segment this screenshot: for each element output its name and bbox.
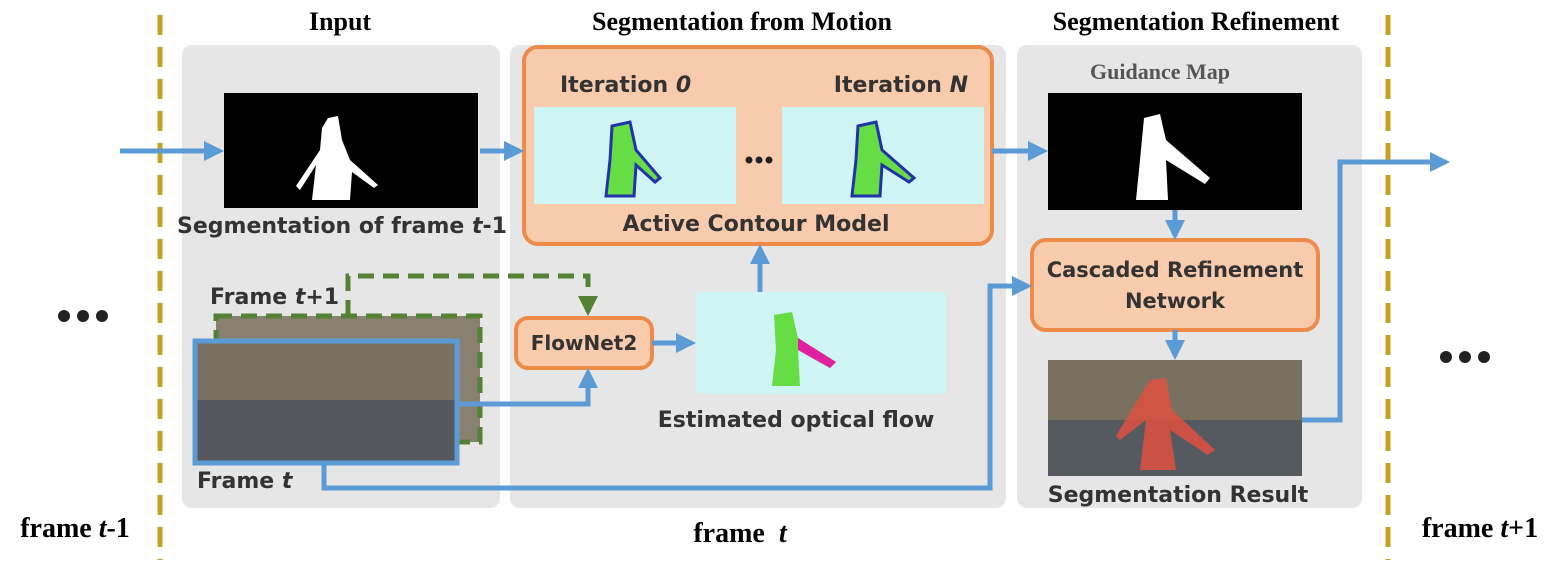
image-title: Guidance Map <box>1090 59 1230 84</box>
image-caption: Segmentation of frame t-1 <box>177 214 507 239</box>
frame-label: Frame t+1 <box>210 285 339 310</box>
text-part: Frame <box>197 469 282 494</box>
box-label: Network <box>1125 289 1226 313</box>
flow-image <box>696 292 946 394</box>
frame-label: Frame t <box>197 469 294 494</box>
crn-box <box>1030 238 1320 332</box>
iteration-label: Iteration 0 <box>560 73 691 98</box>
text-part: N <box>950 73 968 98</box>
box-label: Cascaded Refinement <box>1047 258 1304 282</box>
text-part: t <box>295 285 307 310</box>
frame-caption: frame t <box>693 518 788 549</box>
section-title: Segmentation Refinement <box>1053 7 1340 36</box>
text-part: t <box>282 469 294 494</box>
text-part: frame <box>20 513 99 544</box>
frame-caption: frame t+1 <box>1422 513 1538 544</box>
text-part: +1 <box>305 285 339 310</box>
ellipsis <box>58 310 1490 363</box>
section-title: Input <box>309 7 371 36</box>
text-part: -1 <box>483 214 507 239</box>
arrows <box>120 141 1450 491</box>
frame-caption: frame t-1 <box>20 513 130 544</box>
image-caption: Estimated optical flow <box>658 408 935 433</box>
text-part: t <box>472 214 484 239</box>
text-part: Segmentation of frame <box>177 214 472 239</box>
text-part: frame <box>693 518 779 549</box>
text-part: Iteration <box>560 73 676 98</box>
text-part: +1 <box>1508 513 1538 544</box>
text-part: t <box>1500 513 1509 544</box>
mask-image <box>224 93 478 208</box>
image-caption: Segmentation Result <box>1048 483 1309 508</box>
text-part: t <box>99 513 108 544</box>
text-part: 0 <box>676 73 691 98</box>
section-title: Segmentation from Motion <box>592 7 892 36</box>
text-part: t <box>779 518 788 549</box>
text-part: -1 <box>106 513 129 544</box>
iteration-label: Iteration N <box>834 73 968 98</box>
box-label: Active Contour Model <box>623 212 890 237</box>
box-label: FlowNet2 <box>531 331 638 355</box>
text-part: Iteration <box>834 73 950 98</box>
text-part: frame <box>1422 513 1501 544</box>
text-part: Frame <box>210 285 295 310</box>
